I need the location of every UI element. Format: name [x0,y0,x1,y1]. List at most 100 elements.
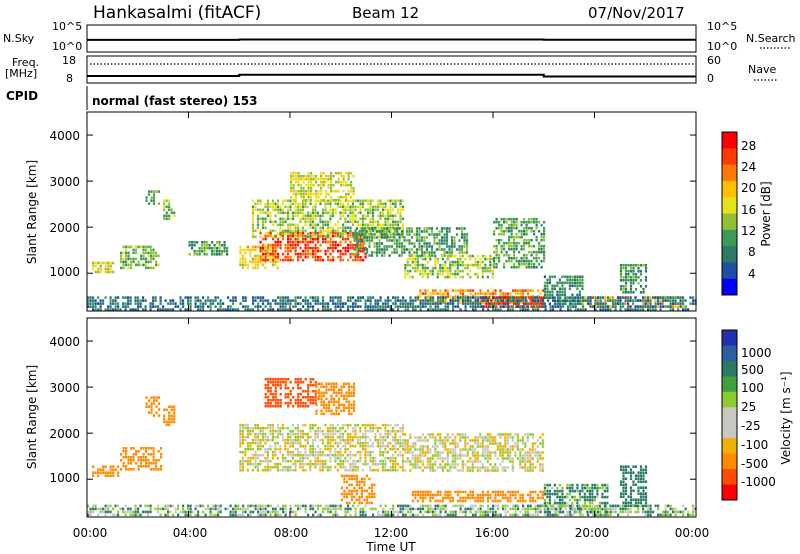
power-data-cell [479,263,482,267]
vel-data-cell [312,395,315,399]
vel-data-cell [241,450,244,454]
vel-data-cell [284,383,287,387]
power-data-cell [355,248,359,251]
power-data-cell [644,270,648,273]
power-data-cell [342,177,345,181]
power-data-cell [664,296,667,299]
power-data-cell [232,296,235,299]
power-data-cell [487,305,490,308]
power-data-cell [497,302,500,305]
power-data-cell [296,202,300,206]
power-data-cell [357,258,360,262]
power-data-cell [244,260,247,264]
vel-data-cell [369,468,372,472]
power-data-cell [361,199,365,203]
power-data-cell [393,227,396,230]
vel-data-cell [244,459,247,463]
power-data-cell [527,302,530,305]
vel-data-cell [332,397,336,401]
power-data-cell [484,263,487,267]
vel-data-cell [486,445,489,448]
power-data-cell [213,250,216,253]
power-data-cell [394,302,397,305]
power-data-cell [329,296,332,299]
power-data-cell [359,243,362,247]
power-data-cell [366,199,370,203]
vel-data-cell [369,459,372,463]
vel-data-cell [394,468,397,472]
vel-data-cell [355,498,358,502]
power-data-cell [528,220,531,224]
power-data-cell [362,246,365,250]
power-data-cell [491,275,494,279]
power-data-cell [597,296,600,299]
vel-data-cell [441,460,444,463]
vel-data-cell [150,402,153,405]
power-data-cell [374,220,377,224]
power-data-cell [443,239,446,242]
vel-data-cell [350,492,353,496]
power-data-cell [359,258,362,262]
vel-data-cell [381,423,384,427]
power-data-cell [345,198,348,202]
power-data-cell [469,292,472,295]
power-data-cell [394,202,397,206]
vel-data-cell [334,429,337,433]
power-data-cell [634,276,638,279]
power-data-cell [472,305,475,308]
power-data-cell [571,284,574,288]
power-data-cell [292,189,295,193]
power-data-cell [302,252,305,256]
power-data-cell [639,279,643,282]
power-data-cell [604,308,607,311]
vel-data-cell [334,441,337,445]
vel-data-cell [284,456,287,460]
power-data-cell [425,227,429,230]
vel-data-cell [345,474,348,478]
vel-data-cell [356,438,359,442]
power-data-cell [307,255,310,259]
vel-data-cell [341,423,344,427]
power-data-cell [387,296,390,299]
vel-data-cell [286,435,289,439]
vel-data-cell [165,420,168,424]
vel-data-cell [414,493,417,497]
vel-data-cell [122,450,125,453]
power-data-cell [644,264,648,267]
power-data-cell [622,279,625,282]
vel-data-cell [309,465,312,469]
power-data-cell [319,243,322,247]
power-data-cell [533,220,536,224]
power-data-cell [339,299,342,302]
power-data-cell [607,296,610,299]
power-data-cell [163,205,166,209]
power-data-cell [510,229,513,233]
vel-data-cell [370,495,373,499]
power-data-cell [454,263,457,267]
power-data-cell [384,217,387,221]
power-data-cell [384,220,387,224]
vel-data-cell [355,492,358,496]
power-data-cell [354,214,357,218]
power-data-cell [297,243,300,247]
power-data-cell [350,183,353,187]
power-data-cell [614,305,617,308]
vel-data-cell [343,477,346,481]
power-data-cell [434,305,437,308]
vel-data-cell [499,436,502,439]
power-data-cell [329,258,332,262]
vel-data-cell [324,447,327,451]
power-data-cell [294,205,297,209]
power-data-cell [401,223,405,227]
vel-data-cell [309,383,312,387]
vel-data-cell [424,496,427,500]
power-data-cell [426,289,430,292]
power-data-cell [469,299,472,302]
vel-data-cell [264,386,267,390]
power-data-cell [538,262,541,266]
vel-data-cell [371,423,374,427]
vel-data-cell [345,486,348,490]
power-data-cell [289,199,292,203]
vel-data-cell [439,442,442,445]
power-data-cell [692,296,695,299]
